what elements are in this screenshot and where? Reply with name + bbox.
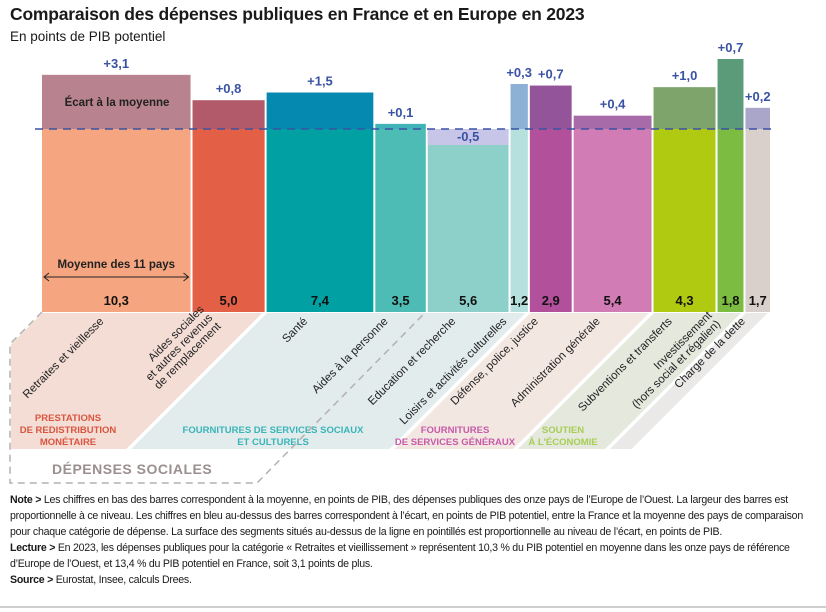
bar-ecart bbox=[192, 100, 265, 129]
bar-moyenne bbox=[192, 129, 265, 312]
group-label: MONÉTAIRE bbox=[40, 437, 96, 448]
group-label: À L'ÉCONOMIE bbox=[528, 437, 597, 448]
arrow-left-icon bbox=[43, 272, 50, 282]
ecart-label: +0,2 bbox=[745, 89, 771, 104]
ecart-annotation: Écart à la moyenne bbox=[65, 96, 170, 109]
moyenne-value-label: 2,9 bbox=[542, 293, 560, 308]
lecture-text: En 2023, les dépenses publiques pour la … bbox=[10, 542, 790, 570]
bottom-divider bbox=[0, 606, 826, 608]
bar-ecart bbox=[653, 87, 716, 129]
note-label: Note > bbox=[10, 494, 42, 506]
ecart-label: +1,5 bbox=[307, 74, 333, 89]
arrow-right-icon bbox=[183, 272, 190, 282]
bar-moyenne bbox=[510, 129, 528, 312]
source-label: Source > bbox=[10, 574, 54, 586]
bar-moyenne bbox=[427, 129, 509, 312]
ecart-label: +0,7 bbox=[718, 40, 744, 55]
bar-ecart bbox=[510, 84, 528, 129]
moyenne-value-label: 1,8 bbox=[721, 293, 739, 308]
note-paragraph: Note > Les chiffres en bas des barres co… bbox=[10, 492, 822, 540]
group-label: FOURNITURES bbox=[421, 425, 490, 436]
group-label: SOUTIEN bbox=[542, 425, 584, 436]
ecart-label: +3,1 bbox=[103, 56, 129, 71]
bar-ecart bbox=[266, 92, 374, 129]
depenses-sociales-label: DÉPENSES SOCIALES bbox=[52, 461, 212, 477]
note-text: Les chiffres en bas des barres correspon… bbox=[10, 494, 803, 538]
moyenne-value-label: 7,4 bbox=[311, 293, 330, 308]
bar-ecart bbox=[717, 59, 744, 129]
moyenne-annotation: Moyenne des 11 pays bbox=[57, 259, 175, 271]
source-text: Eurostat, Insee, calculs Drees. bbox=[53, 574, 192, 586]
moyenne-value-label: 1,2 bbox=[510, 293, 528, 308]
bar-ecart bbox=[42, 74, 191, 129]
bar-moyenne bbox=[266, 129, 374, 312]
moyenne-value-label: 5,4 bbox=[604, 293, 623, 308]
ecart-label: +0,7 bbox=[538, 67, 564, 82]
moyenne-value-label: 10,3 bbox=[104, 293, 129, 308]
moyenne-value-label: 3,5 bbox=[392, 293, 410, 308]
group-label: PRESTATIONS bbox=[35, 413, 101, 424]
source-paragraph: Source > Eurostat, Insee, calculs Drees. bbox=[10, 572, 822, 588]
bar-moyenne bbox=[529, 129, 572, 312]
ecart-label: +0,3 bbox=[506, 65, 532, 80]
moyenne-value-label: 1,7 bbox=[749, 293, 767, 308]
bar-moyenne bbox=[573, 129, 652, 312]
bar-ecart bbox=[573, 115, 652, 129]
bar-ecart bbox=[427, 129, 509, 146]
ecart-label: -0,5 bbox=[457, 129, 479, 144]
bar-moyenne bbox=[653, 129, 716, 312]
ecart-label: +1,0 bbox=[672, 68, 698, 83]
bar-moyenne bbox=[745, 129, 770, 312]
bar-ecart bbox=[529, 85, 572, 129]
chart-subtitle: En points de PIB potentiel bbox=[10, 29, 166, 44]
group-label: ET CULTURELS bbox=[237, 437, 309, 448]
ecart-label: +0,4 bbox=[600, 97, 626, 112]
moyenne-value-label: 4,3 bbox=[675, 293, 693, 308]
group-label: DE REDISTRIBUTION bbox=[20, 425, 117, 436]
group-label: FOURNITURES DE SERVICES SOCIAUX bbox=[183, 425, 365, 436]
lecture-label: Lecture > bbox=[10, 542, 56, 554]
bar-moyenne bbox=[717, 129, 744, 312]
bar-ecart bbox=[375, 123, 426, 129]
lecture-paragraph: Lecture > En 2023, les dépenses publique… bbox=[10, 540, 822, 572]
ecart-label: +0,1 bbox=[388, 105, 414, 120]
ecart-label: +0,8 bbox=[216, 81, 242, 96]
moyenne-value-label: 5,0 bbox=[220, 293, 238, 308]
chart-title: Comparaison des dépenses publiques en Fr… bbox=[10, 4, 585, 24]
moyenne-value-label: 5,6 bbox=[459, 293, 477, 308]
group-label: DE SERVICES GÉNÉRAUX bbox=[395, 437, 516, 448]
bar-moyenne bbox=[375, 129, 426, 312]
depenses-sociales-outline bbox=[9, 311, 427, 484]
bar-ecart bbox=[745, 107, 770, 129]
notes-block: Note > Les chiffres en bas des barres co… bbox=[10, 492, 822, 588]
bar-moyenne bbox=[42, 129, 191, 312]
